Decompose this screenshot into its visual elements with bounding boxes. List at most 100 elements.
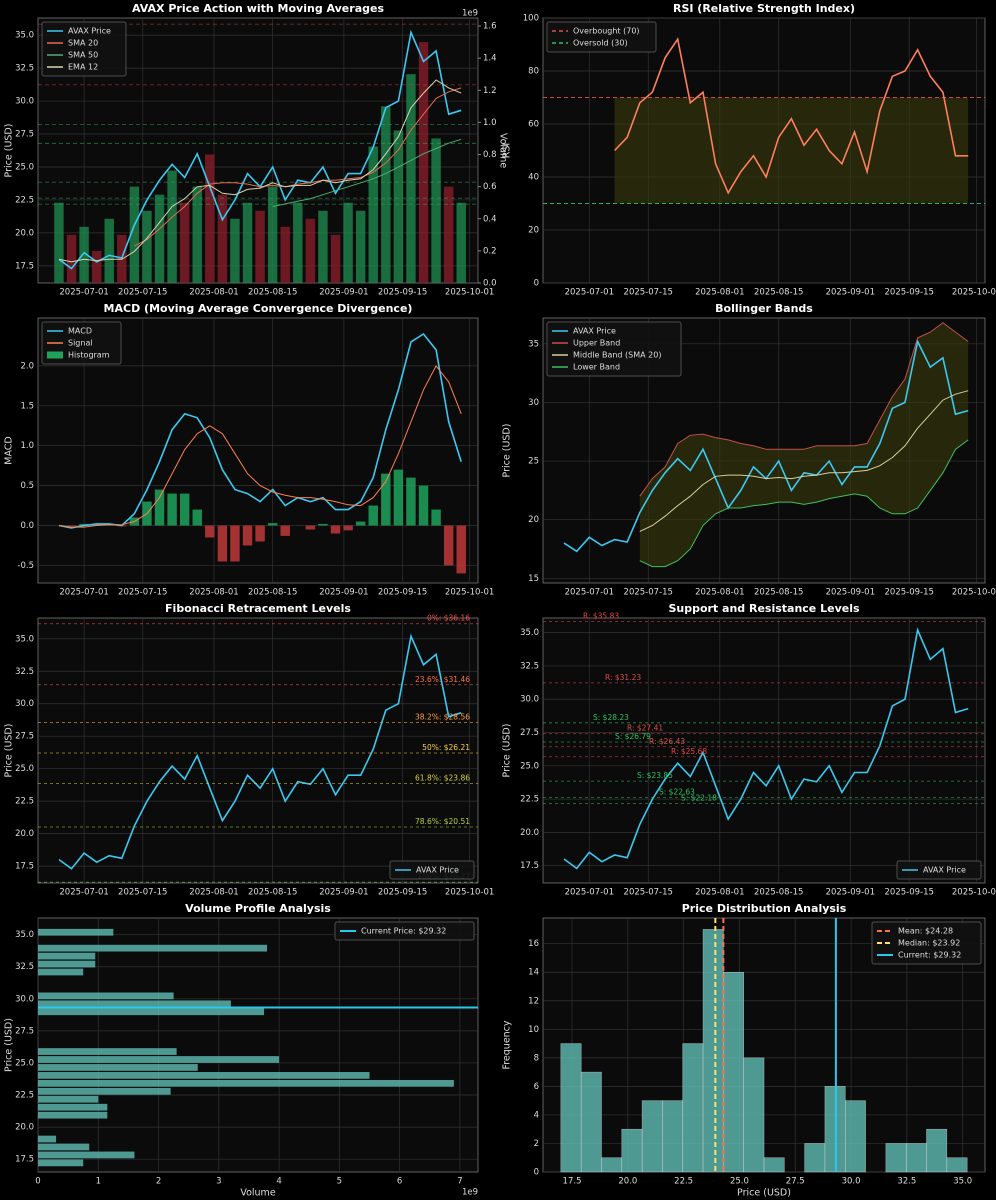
x-tick-label: 6 (397, 1177, 402, 1187)
y-axis-label: Price (USD) (502, 724, 513, 778)
x-tick-label: 30.0 (842, 1177, 861, 1187)
level-label: R: $25.68 (671, 747, 707, 756)
y-tick-label: 35.0 (15, 31, 34, 41)
series-line (58, 633, 462, 870)
volume-bar (38, 1159, 84, 1167)
histogram-bar (743, 1057, 765, 1173)
volume-bar (167, 170, 177, 283)
y-tick-label: 32.5 (520, 661, 539, 671)
y-tick-label: 25.0 (15, 162, 34, 172)
histogram-bar (804, 1143, 826, 1173)
chart-title: Fibonacci Retracement Levels (165, 602, 351, 615)
x-tick-label: 22.5 (674, 1177, 693, 1187)
y-axis-label: Price (USD) (4, 124, 15, 178)
volume-bar (38, 1008, 265, 1016)
volume-bar (305, 218, 316, 283)
y2-tick-label: 1.0 (483, 118, 497, 128)
y-tick-label: 1.5 (20, 401, 34, 411)
y-tick-label: 10 (528, 1025, 539, 1035)
x-tick-label: 2025-07-01 (565, 588, 614, 598)
x-tick-label: 17.5 (563, 1177, 582, 1187)
y-tick-label: 30.0 (520, 695, 539, 705)
y-tick-label: 0 (534, 279, 539, 289)
volume-bar (104, 218, 114, 283)
volume-bar (38, 1079, 454, 1087)
y2-tick-label: 1.4 (483, 54, 497, 64)
volume-bar (38, 944, 268, 952)
series-line (614, 37, 969, 195)
series-line (563, 627, 969, 870)
y-tick-label: 35 (528, 339, 539, 349)
y-tick-label: 100 (523, 14, 539, 24)
volume-bar (38, 960, 96, 968)
volume-bar (38, 1056, 280, 1063)
x-tick-label: 3 (216, 1177, 221, 1187)
volume-bar (91, 250, 102, 283)
volume-bar (38, 1087, 171, 1095)
histogram-bar (418, 485, 429, 526)
x-tick-label: 2025-09-15 (378, 288, 427, 298)
x-tick-label: 2025-08-15 (248, 288, 297, 298)
y-tick-label: 40 (528, 173, 539, 183)
x-tick-label: 2025-09-01 (319, 588, 368, 598)
legend-box (896, 860, 982, 880)
histogram-bar (280, 525, 290, 536)
x-tick-label: 2025-07-15 (624, 588, 673, 598)
y-tick-label: 20 (528, 515, 539, 525)
level-label: R: $27.41 (627, 724, 663, 733)
histogram-bar (318, 523, 328, 526)
x-tick-label: 2025-08-15 (248, 588, 297, 598)
y2-tick-label: 0.2 (483, 246, 497, 256)
histogram-bar (946, 1157, 968, 1173)
volume-bar (418, 42, 429, 283)
x-tick-label: 2025-08-01 (695, 588, 744, 598)
y-tick-label: 22.5 (15, 195, 34, 205)
volume-bar (192, 186, 202, 283)
level-label: R: $35.83 (583, 612, 619, 621)
histogram-bar (845, 1100, 866, 1173)
histogram-bar (255, 525, 265, 542)
y-tick-label: 25.0 (15, 1058, 34, 1068)
histogram-bar (662, 1100, 683, 1173)
volume-bar (456, 202, 466, 283)
volume-bar (38, 1143, 90, 1151)
series-line (639, 439, 969, 568)
y-tick-label: 17.5 (520, 861, 539, 871)
legend-label: SMA 20 (68, 39, 98, 48)
volume-bar (38, 1095, 99, 1103)
volume-bar (38, 992, 174, 1000)
legend-label: Current Price: $29.32 (361, 927, 446, 936)
histogram-bar (355, 521, 366, 526)
y-axis-label: MACD (4, 436, 15, 464)
y-tick-label: 32.5 (15, 962, 34, 972)
series-line (58, 364, 462, 528)
x-tick-label: 2025-10-01 (445, 888, 494, 898)
legend-label: EMA 12 (68, 63, 98, 72)
y-tick-label: 0.0 (20, 521, 34, 531)
x-tick-label: 2025-08-01 (189, 888, 238, 898)
chart-title: Volume Profile Analysis (185, 902, 331, 915)
series-line (134, 87, 462, 247)
volume-bar (443, 186, 454, 283)
x-tick-label: 2025-09-01 (826, 888, 875, 898)
y-tick-label: 35.0 (15, 634, 34, 644)
histogram-bar (641, 1100, 663, 1173)
series-line (58, 332, 462, 529)
histogram-bar (230, 525, 240, 562)
y-tick-label: 17.5 (15, 862, 34, 872)
legend-swatch (47, 351, 63, 359)
histogram-bar (905, 1143, 927, 1173)
histogram-bar (621, 1128, 643, 1173)
y-tick-label: 8 (534, 1053, 539, 1063)
volume-bar (179, 202, 190, 283)
level-label: 23.6%: $31.46 (415, 675, 470, 684)
plot-area (37, 917, 479, 1173)
volume-bar (267, 186, 278, 283)
legend-label: Upper Band (573, 339, 620, 348)
y2-tick-label: 0.6 (483, 182, 497, 192)
volume-bar (38, 1064, 198, 1071)
plot-area (37, 617, 479, 884)
histogram-bar (167, 493, 177, 526)
y-tick-label: 25 (528, 457, 539, 467)
